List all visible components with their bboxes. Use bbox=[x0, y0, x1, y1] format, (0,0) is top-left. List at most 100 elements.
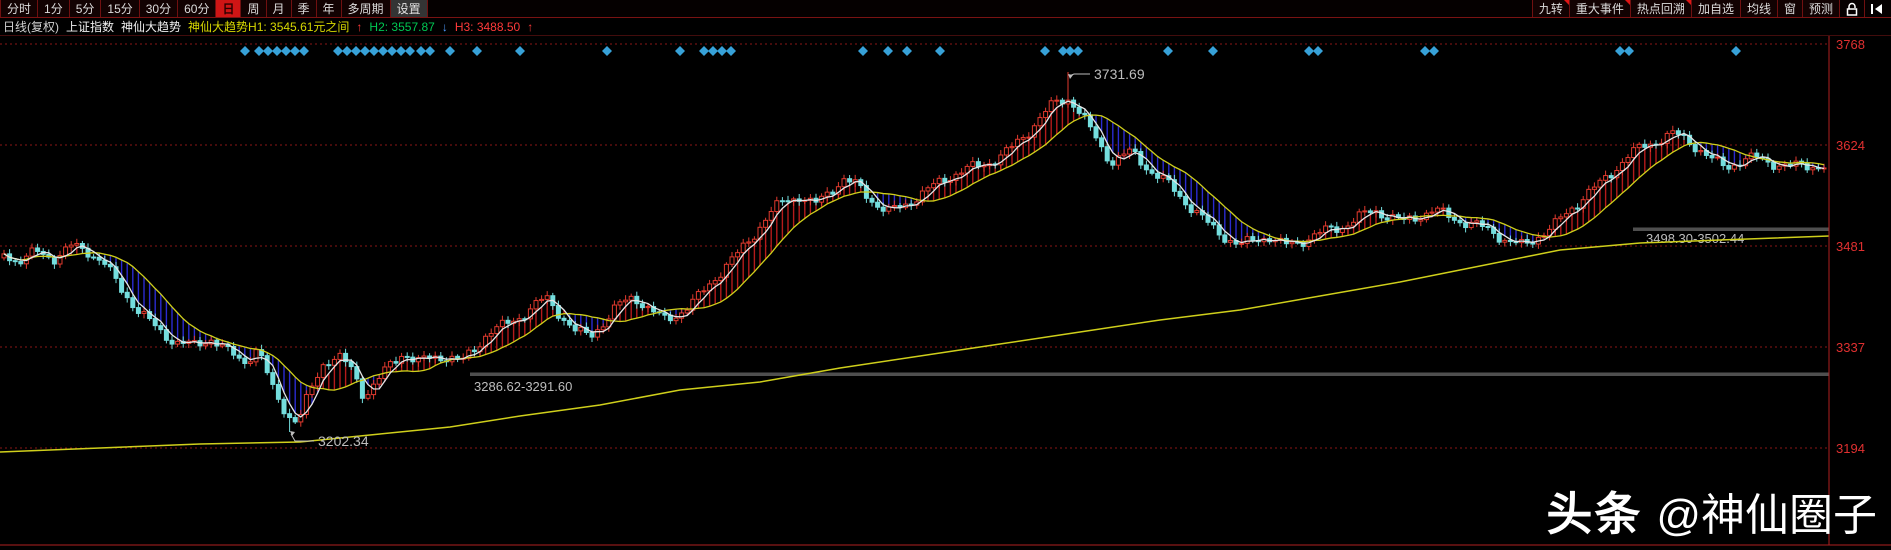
ma-lines bbox=[0, 100, 1830, 453]
forecast-button[interactable]: 预测 bbox=[1801, 0, 1839, 17]
grid-lines: 3768 3624 3481 3337 3194 bbox=[0, 37, 1865, 456]
signal-diamond-icon bbox=[1065, 46, 1075, 56]
new-badge-icon bbox=[1563, 0, 1569, 5]
tool-button-group: 九转 重大事件 热点回溯 加自选 均线窗预测 bbox=[1531, 0, 1891, 17]
period-button-11[interactable]: 多周期 bbox=[340, 0, 390, 17]
signal-diamond-icon bbox=[369, 46, 379, 56]
y-axis-label: 3481 bbox=[1836, 239, 1865, 254]
period-button-4[interactable]: 30分 bbox=[138, 0, 178, 17]
new-badge-icon bbox=[1685, 0, 1691, 5]
header-segment-5: H2: 3557.87 bbox=[369, 19, 435, 34]
signal-diamond-icon bbox=[726, 46, 736, 56]
signal-diamond-icon bbox=[290, 46, 300, 56]
signal-diamond-icon bbox=[602, 46, 612, 56]
header-segment-8: ↑ bbox=[527, 19, 534, 34]
y-axis-label: 3768 bbox=[1836, 37, 1865, 52]
nine-turn-button[interactable]: 九转 bbox=[1531, 0, 1569, 17]
signal-diamond-icon bbox=[254, 46, 264, 56]
signal-diamond-icon bbox=[1304, 46, 1314, 56]
header-segment-3: 神仙大趋势H1: 3545.61元之间 bbox=[188, 20, 350, 34]
add-watchlist-button[interactable]: 加自选 bbox=[1690, 0, 1740, 17]
signal-diamond-icon bbox=[717, 46, 727, 56]
signal-diamond-icon bbox=[416, 46, 426, 56]
signal-diamond-icon bbox=[1073, 46, 1083, 56]
period-button-2[interactable]: 5分 bbox=[68, 0, 101, 17]
signal-diamond-icon bbox=[387, 46, 397, 56]
watermark-handle: @神仙圈子 bbox=[1656, 491, 1877, 540]
period-button-0[interactable]: 分时 bbox=[0, 0, 38, 17]
header-segment-2: 神仙大趋势 bbox=[121, 20, 182, 34]
gap-annotation: 3286.62-3291.60 bbox=[474, 379, 572, 394]
signal-diamond-icon bbox=[883, 46, 893, 56]
signal-diamond-icon bbox=[1208, 46, 1218, 56]
signal-diamond-icon bbox=[263, 46, 273, 56]
high-annotation: 3731.69 bbox=[1094, 66, 1145, 82]
period-button-8[interactable]: 月 bbox=[265, 0, 291, 17]
gap-bands: 3286.62-3291.60 3498.30-3502.44 bbox=[470, 227, 1829, 394]
signal-diamond-icon bbox=[351, 46, 361, 56]
lock-icon[interactable] bbox=[1839, 0, 1864, 17]
signal-diamond-icon bbox=[1731, 46, 1741, 56]
period-button-12[interactable]: 设置 bbox=[389, 0, 428, 17]
y-axis-label: 3194 bbox=[1836, 441, 1865, 456]
header-segment-0: 日线(复权) bbox=[3, 20, 59, 34]
trend-hatch bbox=[42, 101, 1825, 417]
period-button-group: 分时 1分 5分 15分 30分 60分日周月季年多周期 设置 bbox=[0, 0, 428, 17]
signal-diamond-icon bbox=[935, 46, 945, 56]
period-button-5[interactable]: 60分 bbox=[177, 0, 216, 17]
watermark-brand: 头条 bbox=[1546, 488, 1643, 540]
signal-diamond-icon bbox=[1040, 46, 1050, 56]
signal-diamond-icon bbox=[1429, 46, 1439, 56]
signal-diamond-icon bbox=[1313, 46, 1323, 56]
price-annotations: 3731.69 3202.34 bbox=[290, 66, 1145, 449]
period-button-10[interactable]: 年 bbox=[315, 0, 341, 17]
collapse-panel-icon[interactable] bbox=[1864, 0, 1889, 17]
signal-diamond-icon bbox=[281, 46, 291, 56]
signal-diamond-icon bbox=[1615, 46, 1625, 56]
period-button-1[interactable]: 1分 bbox=[37, 0, 69, 17]
header-segment-6: ↓ bbox=[441, 19, 448, 34]
ma-button[interactable]: 均线 bbox=[1739, 0, 1777, 17]
major-events-button[interactable]: 重大事件 bbox=[1568, 0, 1630, 17]
y-axis-label: 3624 bbox=[1836, 138, 1865, 153]
signal-diamond-icon bbox=[1420, 46, 1430, 56]
signal-diamond-icon bbox=[342, 46, 352, 56]
indicator-header: 日线(复权) 上证指数 神仙大趋势 神仙大趋势H1: 3545.61元之间 ↑ H2: 3… bbox=[0, 18, 1891, 35]
header-segment-4: ↑ bbox=[356, 19, 363, 34]
header-segment-7: H3: 3488.50 bbox=[454, 19, 521, 34]
signal-diamond-icon bbox=[708, 46, 718, 56]
y-axis-label: 3337 bbox=[1836, 340, 1865, 355]
signal-diamond-icon bbox=[445, 46, 455, 56]
signal-diamonds bbox=[240, 46, 1741, 56]
signal-diamond-icon bbox=[425, 46, 435, 56]
period-button-6[interactable]: 日 bbox=[215, 0, 241, 17]
signal-diamond-icon bbox=[272, 46, 282, 56]
new-badge-icon bbox=[1624, 0, 1630, 5]
signal-diamond-icon bbox=[699, 46, 709, 56]
signal-diamond-icon bbox=[405, 46, 415, 56]
period-button-9[interactable]: 季 bbox=[290, 0, 316, 17]
signal-diamond-icon bbox=[902, 46, 912, 56]
signal-diamond-icon bbox=[472, 46, 482, 56]
signal-diamond-icon bbox=[360, 46, 370, 56]
period-button-7[interactable]: 周 bbox=[240, 0, 266, 17]
signal-diamond-icon bbox=[378, 46, 388, 56]
hotspot-review-button[interactable]: 热点回溯 bbox=[1629, 0, 1691, 17]
signal-diamond-icon bbox=[240, 46, 250, 56]
signal-diamond-icon bbox=[858, 46, 868, 56]
signal-diamond-icon bbox=[333, 46, 343, 56]
signal-diamond-icon bbox=[1163, 46, 1173, 56]
period-toolbar: 分时 1分 5分 15分 30分 60分日周月季年多周期 设置 九转 重大事件 热点回溯 加自选均… bbox=[0, 0, 1891, 18]
period-button-3[interactable]: 15分 bbox=[100, 0, 139, 17]
signal-diamond-icon bbox=[1624, 46, 1634, 56]
chart-frame bbox=[0, 35, 1891, 546]
window-button[interactable]: 窗 bbox=[1776, 0, 1802, 17]
signal-diamond-icon bbox=[515, 46, 525, 56]
low-annotation: 3202.34 bbox=[318, 433, 369, 449]
gap-annotation: 3498.30-3502.44 bbox=[1646, 231, 1744, 246]
signal-diamond-icon bbox=[675, 46, 685, 56]
signal-diamond-icon bbox=[299, 46, 309, 56]
